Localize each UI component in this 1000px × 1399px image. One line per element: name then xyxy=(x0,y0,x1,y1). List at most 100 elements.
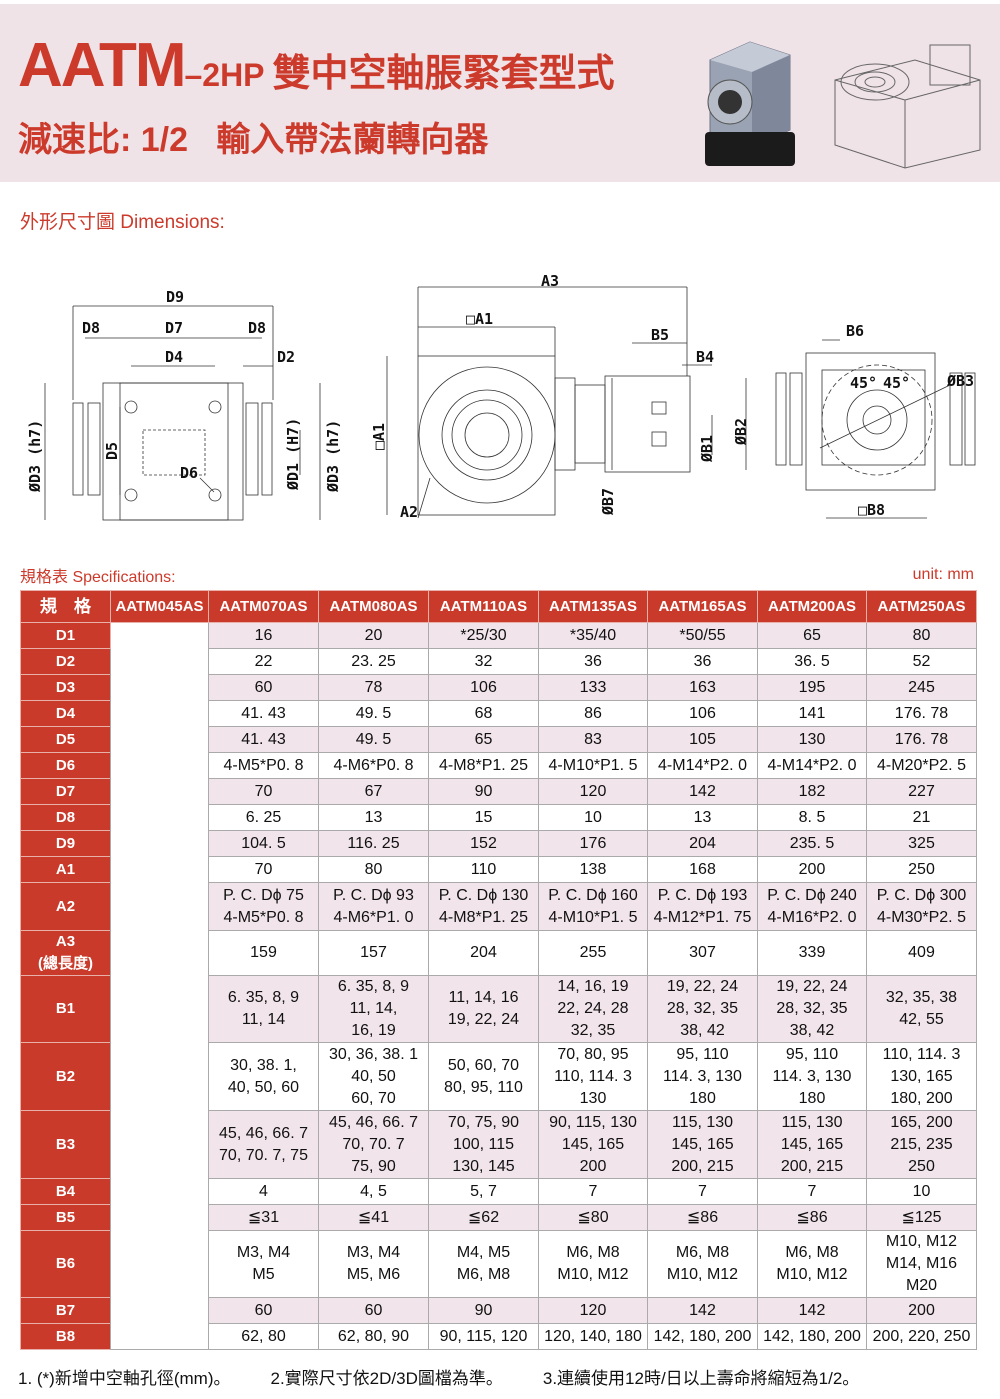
table-cell: *35/40 xyxy=(538,622,648,649)
table-cell: 163 xyxy=(647,674,758,701)
title-suffix: –2HP xyxy=(184,57,265,93)
table-row: D7 70 67 90 120 142 182 227 xyxy=(20,778,977,805)
table-cell: 138 xyxy=(538,856,648,883)
label-a2: A2 xyxy=(400,503,418,521)
table-cell: 200, 220, 250 xyxy=(866,1323,977,1350)
page-title: AATM–2HP 雙中空軸脹緊套型式 xyxy=(18,30,615,101)
label-angle: 45° xyxy=(850,374,877,392)
row-label: A2 xyxy=(20,882,111,931)
label-d8: D8 xyxy=(82,319,100,337)
table-cell: 36. 5 xyxy=(757,648,867,675)
table-cell: 4, 5 xyxy=(318,1178,429,1205)
table-cell: 62, 80 xyxy=(208,1323,319,1350)
table-cell: ≦62 xyxy=(428,1204,539,1231)
row-label: B2 xyxy=(20,1042,111,1111)
table-cell: 339 xyxy=(757,930,867,976)
label-d2: D2 xyxy=(277,348,295,366)
table-cell: 142, 180, 200 xyxy=(757,1323,867,1350)
table-row: B7 60 60 90 120 142 142 200 xyxy=(20,1297,977,1324)
table-cell: 4-M5*P0. 8 xyxy=(208,752,319,779)
note: 1. (*)新增中空軸孔徑(mm)。 xyxy=(18,1369,231,1388)
row-label: B4 xyxy=(20,1178,111,1205)
table-cell: 49. 5 xyxy=(318,726,429,753)
table-cell: 78 xyxy=(318,674,429,701)
table-cell: 60 xyxy=(318,1297,429,1324)
table-cell: 227 xyxy=(866,778,977,805)
table-cell: 106 xyxy=(428,674,539,701)
column-header: AATM165AS xyxy=(647,590,758,623)
label-b4: B4 xyxy=(696,348,714,366)
table-cell: 45, 46, 66. 7 70, 70. 7, 75 xyxy=(208,1110,319,1179)
table-cell: 200 xyxy=(757,856,867,883)
table-cell: 90, 115, 130 145, 165 200 xyxy=(538,1110,648,1179)
table-cell: M4, M5 M6, M8 xyxy=(428,1230,539,1298)
label-d6: D6 xyxy=(180,464,198,482)
table-cell: 7 xyxy=(647,1178,758,1205)
row-label: B6 xyxy=(20,1230,111,1298)
table-cell: 4-M14*P2. 0 xyxy=(647,752,758,779)
table-cell: ≦31 xyxy=(208,1204,319,1231)
table-cell: 4 xyxy=(208,1178,319,1205)
table-cell: M6, M8 M10, M12 xyxy=(757,1230,867,1298)
table-cell: 176 xyxy=(538,830,648,857)
row-label: D4 xyxy=(20,700,111,727)
column-header: AATM250AS xyxy=(866,590,977,623)
table-cell: 110, 114. 3 130, 165 180, 200 xyxy=(866,1042,977,1111)
table-cell: 86 xyxy=(538,700,648,727)
table-cell: 204 xyxy=(647,830,758,857)
table-cell: 90 xyxy=(428,778,539,805)
table-cell: 105 xyxy=(647,726,758,753)
label-d3: ØD3 (h7) xyxy=(324,420,342,493)
table-cell: 95, 110 114. 3, 130 180 xyxy=(647,1042,758,1111)
table-cell: P. C. Dϕ 240 4-M16*P2. 0 xyxy=(757,882,867,931)
table-cell: 41. 43 xyxy=(208,700,319,727)
table-cell: 20 xyxy=(318,622,429,649)
table-row: A3 (總長度) 159 157 204 255 307 339 409 xyxy=(20,930,977,976)
table-cell: 152 xyxy=(428,830,539,857)
table-cell: 90, 115, 120 xyxy=(428,1323,539,1350)
table-cell: M6, M8 M10, M12 xyxy=(647,1230,758,1298)
table-cell: 204 xyxy=(428,930,539,976)
label-b5: B5 xyxy=(651,326,669,344)
table-cell: M3, M4 M5, M6 xyxy=(318,1230,429,1298)
table-cell: 141 xyxy=(757,700,867,727)
table-cell: *50/55 xyxy=(647,622,758,649)
row-label: A3 (總長度) xyxy=(20,930,111,976)
table-cell: 70, 75, 90 100, 115 130, 145 xyxy=(428,1110,539,1179)
table-cell: *25/30 xyxy=(428,622,539,649)
label-b1: ØB1 xyxy=(698,435,716,463)
table-cell: 45, 46, 66. 7 70, 70. 7 75, 90 xyxy=(318,1110,429,1179)
table-cell: 120, 140, 180 xyxy=(538,1323,648,1350)
table-cell: 142 xyxy=(647,1297,758,1324)
label-b8: □B8 xyxy=(858,501,885,519)
table-cell: 142 xyxy=(757,1297,867,1324)
table-cell: ≦41 xyxy=(318,1204,429,1231)
label-d8: D8 xyxy=(248,319,266,337)
table-cell: 15 xyxy=(428,804,539,831)
dimension-drawings: D9 D8 D7 D8 D4 D2 D6 ØD3 (h7) D5 ØD1 (H7… xyxy=(26,272,976,521)
notes: 1. (*)新增中空軸孔徑(mm)。 2.實際尺寸依2D/3D圖檔為準。 3.連續使… xyxy=(18,1364,899,1389)
row-label: D8 xyxy=(20,804,111,831)
column-header: AATM200AS xyxy=(757,590,867,623)
table-cell: 182 xyxy=(757,778,867,805)
table-cell: 115, 130 145, 165 200, 215 xyxy=(757,1110,867,1179)
table-cell: M10, M12 M14, M16 M20 xyxy=(866,1230,977,1298)
row-label: B1 xyxy=(20,975,111,1043)
label-b6: B6 xyxy=(846,322,864,340)
table-cell: 49. 5 xyxy=(318,700,429,727)
column-header: AATM135AS xyxy=(538,590,648,623)
table-cell: 7 xyxy=(538,1178,648,1205)
table-cell: 235. 5 xyxy=(757,830,867,857)
table-cell: 4-M10*P1. 5 xyxy=(538,752,648,779)
table-cell: 60 xyxy=(208,1297,319,1324)
row-label: D3 xyxy=(20,674,111,701)
table-cell: 130 xyxy=(757,726,867,753)
table-cell: 62, 80, 90 xyxy=(318,1323,429,1350)
table-cell: 250 xyxy=(866,856,977,883)
table-cell: 13 xyxy=(647,804,758,831)
table-cell: 23. 25 xyxy=(318,648,429,675)
table-cell: 200 xyxy=(866,1297,977,1324)
column-header: AATM110AS xyxy=(428,590,539,623)
table-row: D8 6. 25 13 15 10 13 8. 5 21 xyxy=(20,804,977,831)
row-label: B5 xyxy=(20,1204,111,1231)
